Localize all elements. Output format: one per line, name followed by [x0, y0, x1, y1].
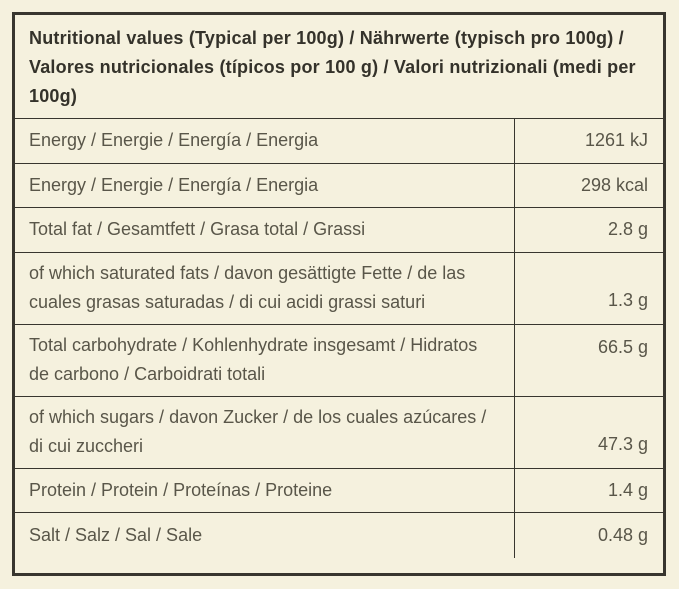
- table-row: Salt / Salz / Sal / Sale 0.48 g: [15, 513, 663, 558]
- nutrient-label: Protein / Protein / Proteínas / Proteine: [15, 468, 515, 512]
- nutrient-value: 66.5 g: [597, 336, 648, 357]
- nutrient-value: 298 kcal: [580, 174, 648, 195]
- nutrition-facts-table: Nutritional values (Typical per 100g) / …: [12, 12, 666, 576]
- nutrient-value: 2.8 g: [607, 219, 648, 240]
- nutrient-value: 47.3 g: [597, 433, 648, 454]
- nutrient-label: Energy / Energie / Energía / Energia: [15, 119, 515, 163]
- nutrient-value: 0.48 g: [597, 524, 648, 545]
- table-row: Energy / Energie / Energía / Energia 298…: [15, 163, 663, 208]
- nutrient-value: 1261 kJ: [584, 130, 648, 151]
- table-title: Nutritional values (Typical per 100g) / …: [15, 15, 663, 119]
- nutrient-label: Energy / Energie / Energía / Energia: [15, 163, 515, 207]
- nutrient-label: Salt / Salz / Sal / Sale: [15, 513, 515, 558]
- nutrient-label: Total carbohydrate / Kohlenhydrate insge…: [15, 324, 515, 396]
- table-row: of which saturated fats / davon gesättig…: [15, 252, 663, 325]
- table-row: Total fat / Gesamtfett / Grasa total / G…: [15, 208, 663, 253]
- table-row: of which sugars / davon Zucker / de los …: [15, 396, 663, 469]
- nutrient-value: 1.4 g: [607, 479, 648, 500]
- nutrient-label: Total fat / Gesamtfett / Grasa total / G…: [15, 208, 515, 252]
- nutrient-value: 1.3 g: [607, 289, 648, 310]
- nutrient-label: of which saturated fats / davon gesättig…: [15, 252, 515, 324]
- nutrient-label: of which sugars / davon Zucker / de los …: [15, 396, 515, 468]
- table-row: Total carbohydrate / Kohlenhydrate insge…: [15, 324, 663, 397]
- table-row: Energy / Energie / Energía / Energia 126…: [15, 119, 663, 164]
- table-row: Protein / Protein / Proteínas / Proteine…: [15, 468, 663, 513]
